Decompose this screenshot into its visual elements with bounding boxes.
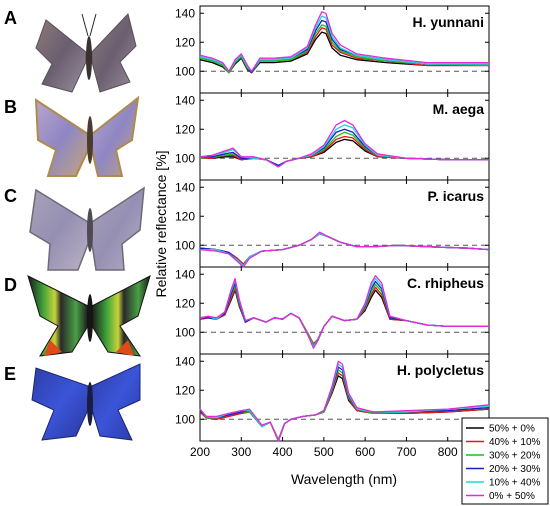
series-line	[199, 231, 490, 268]
y-tick-label: 140	[175, 180, 195, 194]
x-tick-label: 400	[273, 445, 293, 459]
subplot-frame-e	[199, 353, 490, 442]
y-tick-label: 100	[175, 325, 195, 339]
y-tick-label: 140	[175, 93, 195, 107]
species-title-c: P. icarus	[427, 188, 484, 204]
legend-box	[461, 417, 549, 505]
panel-letter-d: D	[4, 275, 17, 295]
legend-label: 30% + 20%	[489, 451, 541, 462]
y-tick-label: 140	[175, 354, 195, 368]
series-line	[199, 24, 490, 74]
series-line	[199, 233, 490, 265]
legend-label: 50% + 0%	[489, 424, 535, 435]
y-tick-label: 100	[175, 238, 195, 252]
butterfly-b-image	[34, 95, 140, 177]
series-line	[200, 135, 489, 167]
y-tick-label: 120	[175, 209, 195, 223]
species-title-a: H. yunnani	[412, 14, 484, 30]
series-line	[199, 119, 489, 168]
x-tick-label: 200	[190, 445, 210, 459]
legend-label: 40% + 10%	[489, 437, 541, 448]
x-tick-label: 500	[314, 445, 334, 459]
legend-label: 10% + 40%	[489, 478, 541, 489]
series-line	[199, 233, 490, 267]
y-tick-label: 120	[175, 35, 195, 49]
series-line	[200, 138, 489, 167]
butterfly-e-image	[31, 363, 141, 441]
x-axis-title: Wavelength (nm)	[291, 471, 397, 487]
y-tick-label: 140	[175, 267, 195, 281]
butterfly-d-image	[27, 275, 151, 357]
series-line	[199, 11, 489, 72]
panel-letter-a: A	[4, 8, 17, 28]
species-title-e: H. polycletus	[397, 362, 484, 378]
species-title-d: C. rhipheus	[407, 275, 484, 291]
y-tick-label: 120	[175, 122, 195, 136]
y-tick-label: 100	[175, 412, 195, 426]
y-tick-label: 100	[175, 64, 195, 78]
x-tick-label: 300	[231, 445, 251, 459]
series-line	[199, 275, 489, 349]
legend-label: 20% + 30%	[489, 464, 541, 475]
series-line	[199, 233, 490, 267]
species-title-b: M. aega	[433, 101, 485, 117]
x-tick-label: 600	[355, 445, 375, 459]
legend: 50% + 0% 40% + 10% 30% + 20% 20% + 30% 10% +…	[461, 417, 549, 505]
y-tick-label: 120	[175, 383, 195, 397]
y-tick-label: 140	[175, 6, 195, 20]
panel-letter-e: E	[4, 364, 16, 384]
panel-letter-c: C	[4, 186, 17, 206]
series-line	[200, 233, 490, 267]
y-tick-label: 100	[175, 151, 195, 165]
butterfly-a-image	[35, 12, 137, 93]
series-line	[199, 124, 489, 168]
y-axis-title: Relative reflectance [%]	[153, 150, 169, 297]
y-tick-label: 120	[175, 296, 195, 310]
x-tick-label: 700	[396, 445, 416, 459]
panel-letter-b: B	[4, 97, 17, 117]
legend-label: 0% + 50%	[489, 491, 535, 502]
series-line	[199, 360, 490, 442]
chart-layer: 100 120 140 100 120 140 100 120 140 100 120 140 100 1…	[175, 6, 490, 459]
butterfly-c-image	[29, 186, 145, 271]
series-line	[199, 233, 490, 265]
x-tick-label: 800	[438, 445, 458, 459]
series-line	[199, 131, 489, 167]
